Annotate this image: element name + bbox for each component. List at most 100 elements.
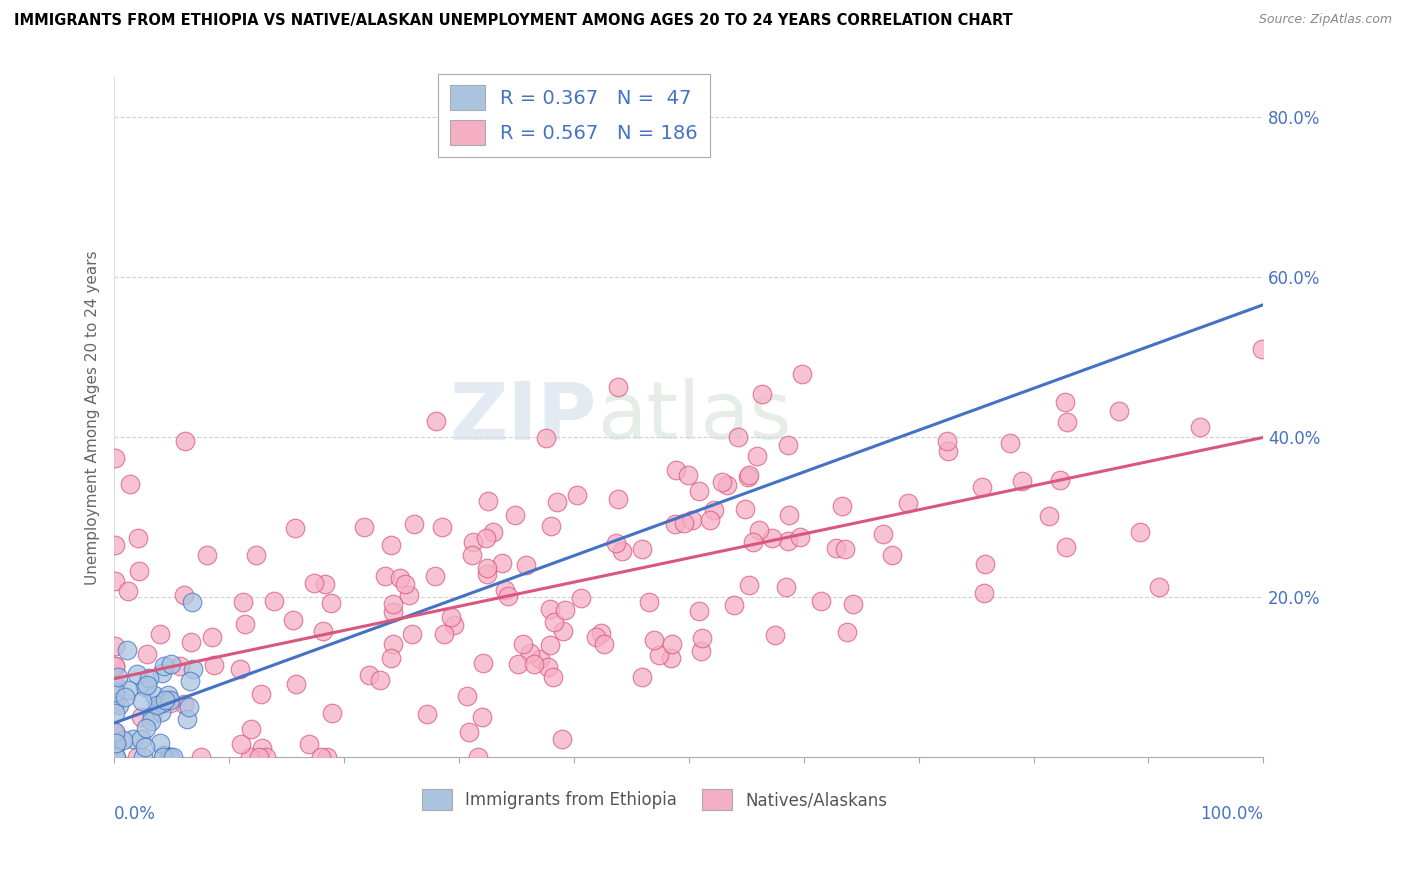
Point	[374, 569, 396, 583]
Point	[177, 699, 200, 714]
Point	[104, 574, 127, 589]
Point	[659, 651, 682, 665]
Point	[643, 632, 665, 647]
Point	[831, 499, 853, 513]
Point	[104, 706, 127, 721]
Point	[467, 749, 489, 764]
Point	[699, 513, 721, 527]
Point	[281, 613, 304, 627]
Point	[491, 556, 513, 570]
Point	[541, 670, 564, 684]
Point	[935, 434, 957, 448]
Point	[872, 526, 894, 541]
Point	[664, 516, 686, 531]
Point	[477, 566, 499, 581]
Point	[157, 749, 180, 764]
Point	[458, 724, 481, 739]
Point	[1011, 474, 1033, 488]
Point	[314, 576, 336, 591]
Point	[610, 543, 633, 558]
Point	[471, 710, 494, 724]
Point	[546, 495, 568, 509]
Point	[148, 627, 170, 641]
Point	[1049, 473, 1071, 487]
Point	[104, 639, 127, 653]
Point	[131, 709, 153, 723]
Point	[432, 626, 454, 640]
Point	[401, 627, 423, 641]
Point	[104, 735, 127, 749]
Point	[104, 696, 127, 710]
Text: Source: ZipAtlas.com: Source: ZipAtlas.com	[1258, 13, 1392, 27]
Point	[179, 674, 201, 689]
Text: atlas: atlas	[596, 378, 792, 457]
Point	[104, 739, 127, 754]
Text: 0.0%: 0.0%	[114, 805, 156, 823]
Point	[173, 697, 195, 711]
Point	[149, 736, 172, 750]
Point	[880, 548, 903, 562]
Point	[738, 578, 761, 592]
Point	[131, 693, 153, 707]
Point	[776, 438, 799, 452]
Point	[496, 589, 519, 603]
Point	[710, 475, 733, 490]
Point	[416, 707, 439, 722]
Point	[842, 598, 865, 612]
Point	[104, 748, 127, 763]
Point	[443, 617, 465, 632]
Point	[285, 677, 308, 691]
Point	[125, 667, 148, 681]
Point	[678, 468, 700, 483]
Point	[180, 634, 202, 648]
Point	[176, 712, 198, 726]
Point	[315, 749, 337, 764]
Legend: Immigrants from Ethiopia, Natives/Alaskans: Immigrants from Ethiopia, Natives/Alaska…	[415, 782, 894, 817]
Point	[146, 698, 169, 712]
Point	[1054, 541, 1077, 555]
Point	[763, 627, 786, 641]
Point	[751, 387, 773, 401]
Point	[423, 568, 446, 582]
Point	[239, 749, 262, 764]
Point	[748, 523, 770, 537]
Text: IMMIGRANTS FROM ETHIOPIA VS NATIVE/ALASKAN UNEMPLOYMENT AMONG AGES 20 TO 24 YEAR: IMMIGRANTS FROM ETHIOPIA VS NATIVE/ALASK…	[14, 13, 1012, 29]
Point	[173, 434, 195, 449]
Point	[162, 749, 184, 764]
Point	[425, 414, 447, 428]
Point	[353, 520, 375, 534]
Point	[104, 724, 127, 739]
Point	[134, 680, 156, 694]
Point	[688, 483, 710, 498]
Point	[567, 488, 589, 502]
Point	[1054, 395, 1077, 409]
Point	[1251, 342, 1274, 356]
Point	[607, 380, 630, 394]
Point	[108, 698, 131, 713]
Point	[156, 688, 179, 702]
Point	[104, 749, 127, 764]
Point	[727, 430, 749, 444]
Point	[1108, 404, 1130, 418]
Point	[681, 513, 703, 527]
Point	[519, 647, 541, 661]
Point	[589, 626, 612, 640]
Point	[508, 657, 530, 671]
Point	[631, 541, 654, 556]
Point	[554, 602, 576, 616]
Point	[973, 586, 995, 600]
Point	[368, 673, 391, 688]
Point	[1188, 420, 1211, 434]
Point	[1056, 415, 1078, 429]
Point	[494, 582, 516, 597]
Point	[973, 557, 995, 571]
Point	[381, 605, 404, 619]
Point	[159, 749, 181, 764]
Point	[134, 739, 156, 754]
Point	[505, 508, 527, 522]
Point	[309, 749, 332, 764]
Point	[747, 449, 769, 463]
Point	[104, 685, 127, 699]
Point	[607, 491, 630, 506]
Point	[593, 637, 616, 651]
